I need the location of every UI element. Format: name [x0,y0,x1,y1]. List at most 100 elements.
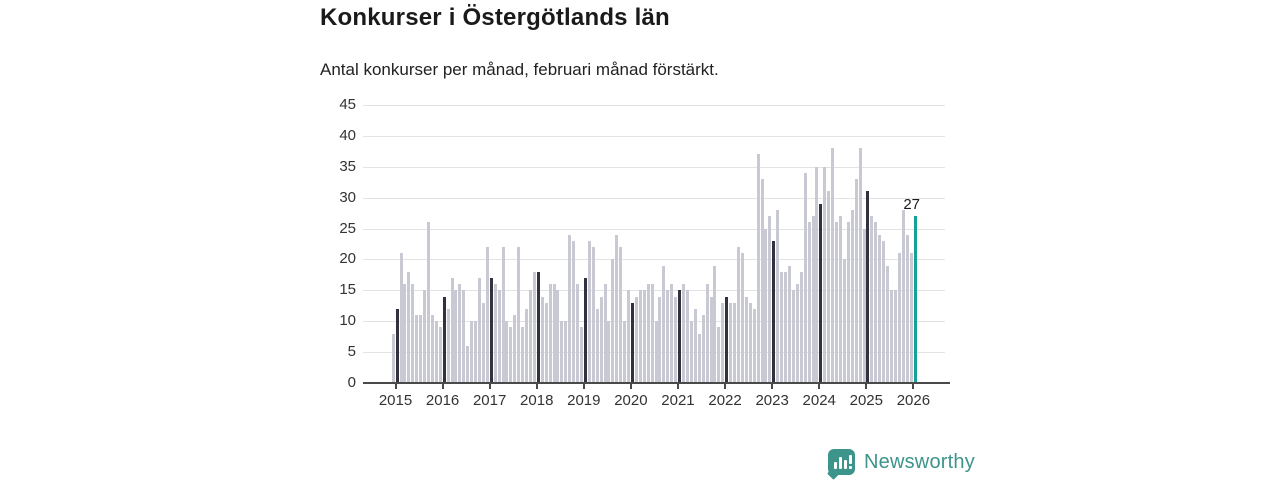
gridline-y-20 [363,259,945,261]
bar-2018-07 [556,290,560,383]
bar-2016-04 [450,277,454,383]
bar-2017-04 [497,290,501,383]
bar-2018-12 [576,284,580,383]
bar-2015-02 [395,308,399,383]
bar-2016-12 [481,302,485,383]
bar-2026-01 [909,253,913,383]
bar-2021-04 [685,290,689,383]
bar-2020-07 [650,284,654,383]
x-axis-tick-2019 [582,384,585,389]
bar-2016-07 [462,290,466,383]
bar-2023-07 [791,290,795,383]
x-axis-tick-2025 [865,384,868,389]
x-axis-tick-label-2025: 2025 [849,392,883,409]
chart-subtitle: Antal konkurser per månad, februari måna… [320,60,719,79]
bar-2020-12 [670,284,674,383]
x-axis-tick-label-2023: 2023 [755,392,789,409]
latest-value-label: 27 [903,196,920,213]
bar-2022-10 [756,154,760,383]
bar-2015-01 [391,333,395,383]
bar-2024-10 [850,210,854,383]
gridline-y-10 [363,321,945,323]
bar-2022-07 [744,296,748,383]
bar-2022-05 [736,247,740,383]
bar-2016-03 [446,308,450,383]
gridline-y-35 [363,166,945,168]
x-axis-tick-label-2019: 2019 [567,392,601,409]
x-axis-tick-2026 [912,384,915,389]
bar-2015-06 [411,284,415,383]
bar-2015-12 [434,321,438,383]
y-axis-tick-label-40: 40 [339,126,356,144]
bar-2020-05 [642,290,646,383]
bar-2020-03 [634,296,638,383]
y-axis-tick-label-10: 10 [339,312,356,330]
bar-2024-03 [823,166,827,383]
bar-2025-01 [862,228,866,383]
x-axis-tick-2023 [771,384,774,389]
bar-2023-02 [772,240,776,383]
gridline-y-30 [363,197,945,199]
bar-2022-06 [740,253,744,383]
bar-2022-03 [729,302,733,383]
bar-2021-01 [674,296,678,383]
bar-2024-02 [819,203,823,383]
bar-2018-02 [536,271,540,383]
x-axis-tick-2021 [676,384,679,389]
bar-2016-05 [454,290,458,383]
bar-2017-09 [517,247,521,383]
y-axis-tick-label-0: 0 [347,374,356,391]
bar-2018-11 [572,240,576,383]
bar-2024-01 [815,166,819,383]
bar-2019-01 [580,327,584,383]
x-axis-tick-label-2022: 2022 [708,392,742,409]
bar-2020-09 [658,296,662,383]
x-axis-tick-2016 [441,384,444,389]
bar-2021-05 [689,321,693,383]
x-axis-tick-2015 [394,384,397,389]
x-axis-tick-2020 [629,384,632,389]
bar-2016-06 [458,284,462,383]
bar-2021-03 [682,284,686,383]
x-axis-tick-label-2015: 2015 [378,392,413,409]
bar-2020-10 [662,265,666,383]
bar-2025-07 [886,265,890,383]
bar-2019-03 [587,240,591,383]
bar-2020-02 [631,302,635,383]
bar-2019-02 [583,277,587,383]
y-axis-tick-label-15: 15 [339,281,356,299]
bar-2024-08 [842,259,846,383]
bar-2020-04 [638,290,642,383]
gridline-y-25 [363,228,945,230]
bar-2024-09 [846,222,850,383]
bar-2019-05 [595,308,599,383]
y-axis-tick-label-35: 35 [339,157,356,175]
x-axis-tick-label-2017: 2017 [472,392,507,409]
bar-2018-03 [540,296,544,383]
bar-2025-08 [889,290,893,383]
bar-2023-12 [811,216,815,383]
bar-2023-06 [787,265,791,383]
bar-2015-05 [407,271,411,383]
bar-2015-11 [430,315,434,383]
x-axis-tick-label-2021: 2021 [661,392,695,409]
bar-2019-10 [615,234,619,383]
bar-2024-06 [835,222,839,383]
newsworthy-logo[interactable]: Newsworthy [827,449,975,480]
bar-2023-03 [776,210,780,383]
x-axis-tick-label-2020: 2020 [614,392,648,409]
bar-2018-04 [544,302,548,383]
bar-2020-01 [627,290,631,383]
bar-2022-01 [721,302,725,383]
bar-2018-05 [548,284,552,383]
bar-2017-08 [513,315,517,383]
y-axis-tick-label-5: 5 [347,343,356,361]
bar-2025-02 [866,191,870,383]
bar-2020-06 [646,284,650,383]
bar-2017-01 [485,247,489,383]
bar-2015-09 [423,290,427,383]
bar-2025-04 [874,222,878,383]
bar-2015-03 [399,253,403,383]
gridline-y-45 [363,105,945,106]
bar-2024-12 [858,148,862,383]
